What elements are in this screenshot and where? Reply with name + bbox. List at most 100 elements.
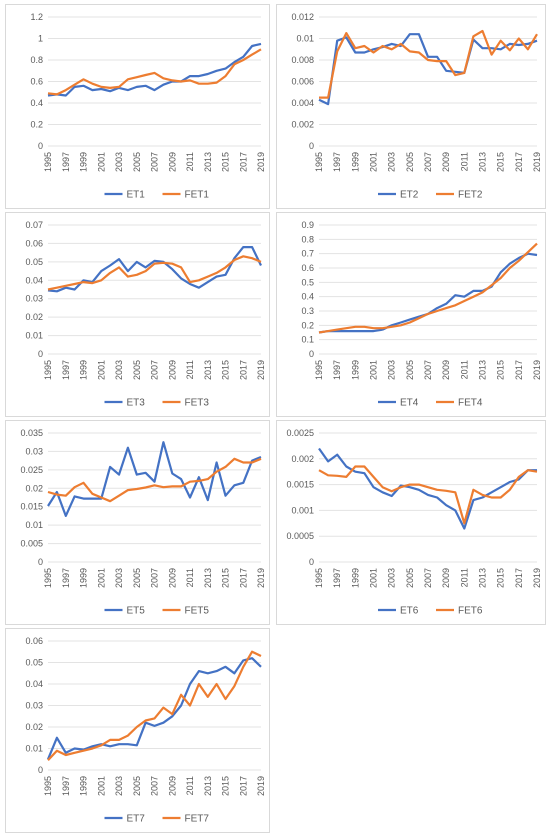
- y-tick-label: 0.025: [20, 465, 43, 475]
- x-tick-label: 2007: [423, 568, 433, 588]
- x-tick-label: 2011: [185, 152, 195, 171]
- x-tick-label: 2011: [185, 568, 195, 587]
- y-tick-label: 0.001: [291, 505, 314, 515]
- legend-label: ET3: [127, 398, 146, 409]
- y-tick-label: 0.02: [25, 312, 43, 322]
- y-tick-label: 0: [38, 557, 43, 567]
- legend-label: ET2: [400, 190, 419, 201]
- chart-panel-1: 0 0.2 0.4 0.6 0.8 1 1.2 1995 1997 1999 2001 2003 200…: [5, 4, 270, 209]
- legend-label: FET1: [185, 190, 210, 201]
- x-tick-label: 2005: [132, 152, 142, 172]
- x-tick-label: 1997: [61, 360, 71, 380]
- x-tick-label: 2017: [238, 776, 248, 796]
- x-tick-label: 2009: [167, 568, 177, 588]
- x-tick-label: 2015: [221, 568, 231, 588]
- y-tick-label: 0: [38, 141, 43, 151]
- x-tick-label: 2001: [369, 152, 379, 172]
- x-tick-label: 2019: [532, 152, 542, 172]
- series-line-fet6: [318, 465, 538, 525]
- chart-panel-3: 0 0.01 0.02 0.03 0.04 0.05 0.06 0.07 1995 1997 199…: [5, 212, 270, 417]
- x-tick-label: 2011: [185, 776, 195, 795]
- x-tick-label: 2009: [441, 360, 451, 380]
- x-tick-label: 2013: [478, 360, 488, 380]
- x-tick-label: 1999: [79, 776, 89, 796]
- x-tick-label: 2001: [96, 776, 106, 796]
- series-line-et6: [318, 447, 537, 530]
- x-tick-label: 2009: [167, 776, 177, 796]
- legend-label: FET2: [458, 190, 483, 201]
- series-line-fet4: [318, 242, 538, 334]
- x-tick-label: 2019: [532, 360, 542, 380]
- x-tick-label: 1999: [79, 360, 89, 380]
- chart-2-svg: 0 0.002 0.004 0.006 0.008 0.01 0.012 1995 1997 19…: [291, 12, 542, 201]
- x-tick-label: 1999: [350, 360, 360, 380]
- x-tick-label: 1999: [79, 568, 89, 588]
- x-tick-label: 2007: [423, 360, 433, 380]
- chart-4-svg: 0 0.1 0.2 0.3 0.4 0.5 0.6 0.7 0.8 0.9 1995 1997 1999…: [301, 220, 542, 409]
- x-tick-label: 2001: [369, 568, 379, 588]
- chart-6-svg: 0 0.0005 0.001 0.0015 0.002 0.0025 1995 1997 199…: [286, 428, 542, 617]
- series-line-et7: [46, 657, 262, 760]
- chart-1-svg: 0 0.2 0.4 0.6 0.8 1 1.2 1995 1997 1999 2001 2003 200…: [30, 12, 266, 201]
- chart-3-svg: 0 0.01 0.02 0.03 0.04 0.05 0.06 0.07 1995 1997 199…: [25, 220, 266, 409]
- x-tick-label: 2007: [150, 776, 160, 796]
- y-tick-label: 0.01: [25, 331, 43, 341]
- x-tick-label: 2013: [478, 152, 488, 172]
- x-tick-label: 2001: [96, 568, 106, 588]
- y-tick-label: 0.002: [291, 454, 314, 464]
- y-tick-label: 0.02: [25, 722, 43, 732]
- y-tick-label: 1.2: [30, 12, 43, 22]
- x-tick-label: 2017: [238, 568, 248, 588]
- chart-panel-4: 0 0.1 0.2 0.3 0.4 0.5 0.6 0.7 0.8 0.9 1995 1997 1999…: [276, 212, 546, 417]
- x-tick-label: 1995: [43, 152, 53, 172]
- x-tick-label: 2005: [132, 568, 142, 588]
- x-tick-label: 2005: [405, 568, 415, 588]
- y-tick-label: 0.004: [291, 98, 314, 108]
- legend-label: FET7: [185, 814, 210, 825]
- series-line-fet2: [319, 29, 538, 99]
- series-line-fet3: [47, 255, 262, 291]
- y-tick-label: 1: [38, 34, 43, 44]
- x-tick-label: 2013: [203, 776, 213, 796]
- legend-label: FET4: [458, 398, 483, 409]
- x-tick-label: 2013: [203, 568, 213, 588]
- series-line-et3: [47, 245, 262, 293]
- x-tick-label: 2003: [114, 776, 124, 796]
- series-line-fet1: [47, 48, 262, 96]
- x-tick-label: 2015: [496, 152, 506, 172]
- y-tick-label: 0: [309, 349, 314, 359]
- x-tick-label: 1999: [350, 152, 360, 172]
- x-tick-label: 2005: [405, 152, 415, 172]
- x-tick-label: 2011: [459, 360, 469, 379]
- y-tick-label: 0.01: [25, 744, 43, 754]
- x-tick-label: 2011: [459, 152, 469, 171]
- y-tick-label: 0.05: [25, 257, 43, 267]
- y-tick-label: 0.01: [296, 34, 314, 44]
- x-tick-label: 2013: [203, 152, 213, 172]
- series-line-fet5: [47, 457, 262, 503]
- y-tick-label: 0.06: [25, 238, 43, 248]
- y-tick-label: 0.0005: [286, 531, 314, 541]
- x-tick-label: 2019: [256, 152, 266, 172]
- y-tick-label: 0.006: [291, 77, 314, 87]
- x-tick-label: 2015: [496, 568, 506, 588]
- chart-panel-7: 0 0.01 0.02 0.03 0.04 0.05 0.06 1995 1997 1999 200…: [5, 628, 270, 833]
- x-tick-label: 2015: [221, 776, 231, 796]
- x-tick-label: 2003: [387, 568, 397, 588]
- legend-label: ET6: [400, 606, 419, 617]
- x-tick-label: 1995: [314, 568, 324, 588]
- y-tick-label: 0.4: [30, 98, 43, 108]
- x-tick-label: 2017: [514, 360, 524, 380]
- x-tick-label: 2001: [96, 360, 106, 380]
- x-tick-label: 1997: [332, 568, 342, 588]
- legend-label: ET4: [400, 398, 419, 409]
- x-tick-label: 2015: [496, 360, 506, 380]
- x-tick-label: 2019: [532, 568, 542, 588]
- y-tick-label: 0.7: [301, 249, 314, 259]
- legend-label: FET5: [185, 606, 210, 617]
- y-tick-label: 0.02: [25, 483, 43, 493]
- x-tick-label: 1997: [332, 360, 342, 380]
- y-tick-label: 0.035: [20, 428, 43, 438]
- y-tick-label: 0: [38, 349, 43, 359]
- x-tick-label: 2007: [150, 360, 160, 380]
